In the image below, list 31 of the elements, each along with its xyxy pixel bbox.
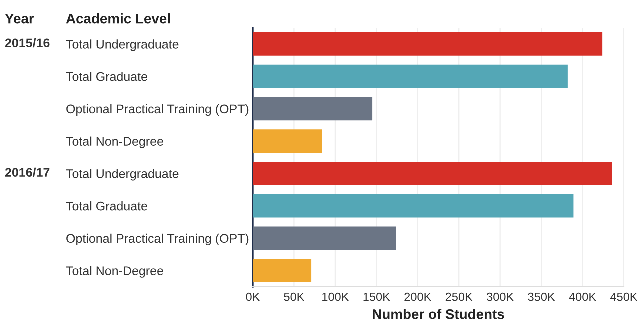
x-tick-label: 300K [487, 292, 514, 302]
text: Academic Level [66, 14, 170, 24]
bar [253, 32, 603, 56]
x-tick-label: 400K [569, 292, 596, 302]
bar [253, 259, 312, 282]
y-tick-label: Total Undergraduate [66, 169, 179, 181]
bar [253, 64, 568, 88]
bar [253, 194, 574, 218]
x-axis-title: Number of Students [373, 309, 504, 320]
x-tick-label: 100K [322, 292, 350, 302]
text: Year [5, 14, 34, 24]
x-tick-label: 250K [446, 292, 473, 302]
x-tick-label: 450K [610, 292, 638, 302]
x-tick-label: 150K [364, 292, 390, 302]
y-tick-label: Optional Practical Training (OPT) [66, 104, 249, 116]
x-tick-label: 0K [246, 292, 260, 302]
y-tick-label: Total Graduate [66, 202, 148, 211]
x-tick-label: 50K [284, 292, 305, 302]
text: 2016/17 [5, 168, 50, 178]
bar [253, 97, 373, 121]
bar [253, 130, 322, 153]
y-tick-label: Total Non-Degree [66, 136, 164, 148]
bar [253, 162, 612, 186]
y-tick-label: Total Non-Degree [66, 266, 164, 278]
bar [253, 226, 396, 250]
y-tick-label: Optional Practical Training (OPT) [66, 234, 249, 246]
text: 2015/16 [5, 38, 50, 48]
y-tick-label: Total Undergraduate [66, 40, 179, 52]
x-tick-label: 350K [528, 292, 556, 302]
y-tick-label: Total Graduate [66, 72, 148, 82]
x-tick-label: 200K [404, 292, 432, 302]
